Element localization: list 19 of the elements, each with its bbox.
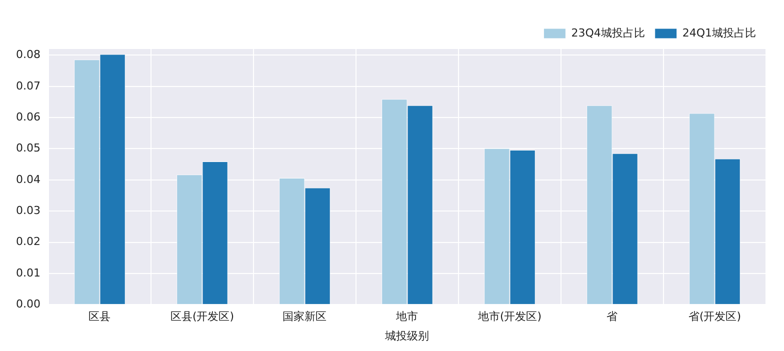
legend-label: 24Q1城投占比	[682, 26, 756, 40]
x-tick-label: 国家新区	[282, 310, 327, 324]
x-tick-label: 区县	[88, 310, 111, 324]
legend-label: 23Q4城投占比	[571, 26, 645, 40]
x-tick-label: 地市	[395, 310, 418, 324]
x-tick-label: 省	[606, 310, 618, 324]
y-tick-label: 0.03	[16, 204, 40, 217]
y-tick-label: 0.01	[16, 266, 40, 280]
y-tick-label: 0.08	[16, 48, 40, 62]
y-tick-label: 0.05	[16, 142, 40, 155]
x-axis-title: 城投级别	[384, 329, 430, 342]
y-tick-label: 0.04	[16, 172, 40, 186]
x-tick-label: 省(开发区)	[688, 310, 742, 324]
y-tick-label: 0.06	[16, 110, 40, 124]
x-tick-label: 区县(开发区)	[170, 310, 234, 324]
y-tick-label: 0.00	[16, 297, 40, 310]
x-tick-label: 地市(开发区)	[476, 310, 542, 324]
y-tick-label: 0.02	[16, 235, 40, 248]
y-tick-label: 0.07	[16, 79, 40, 92]
